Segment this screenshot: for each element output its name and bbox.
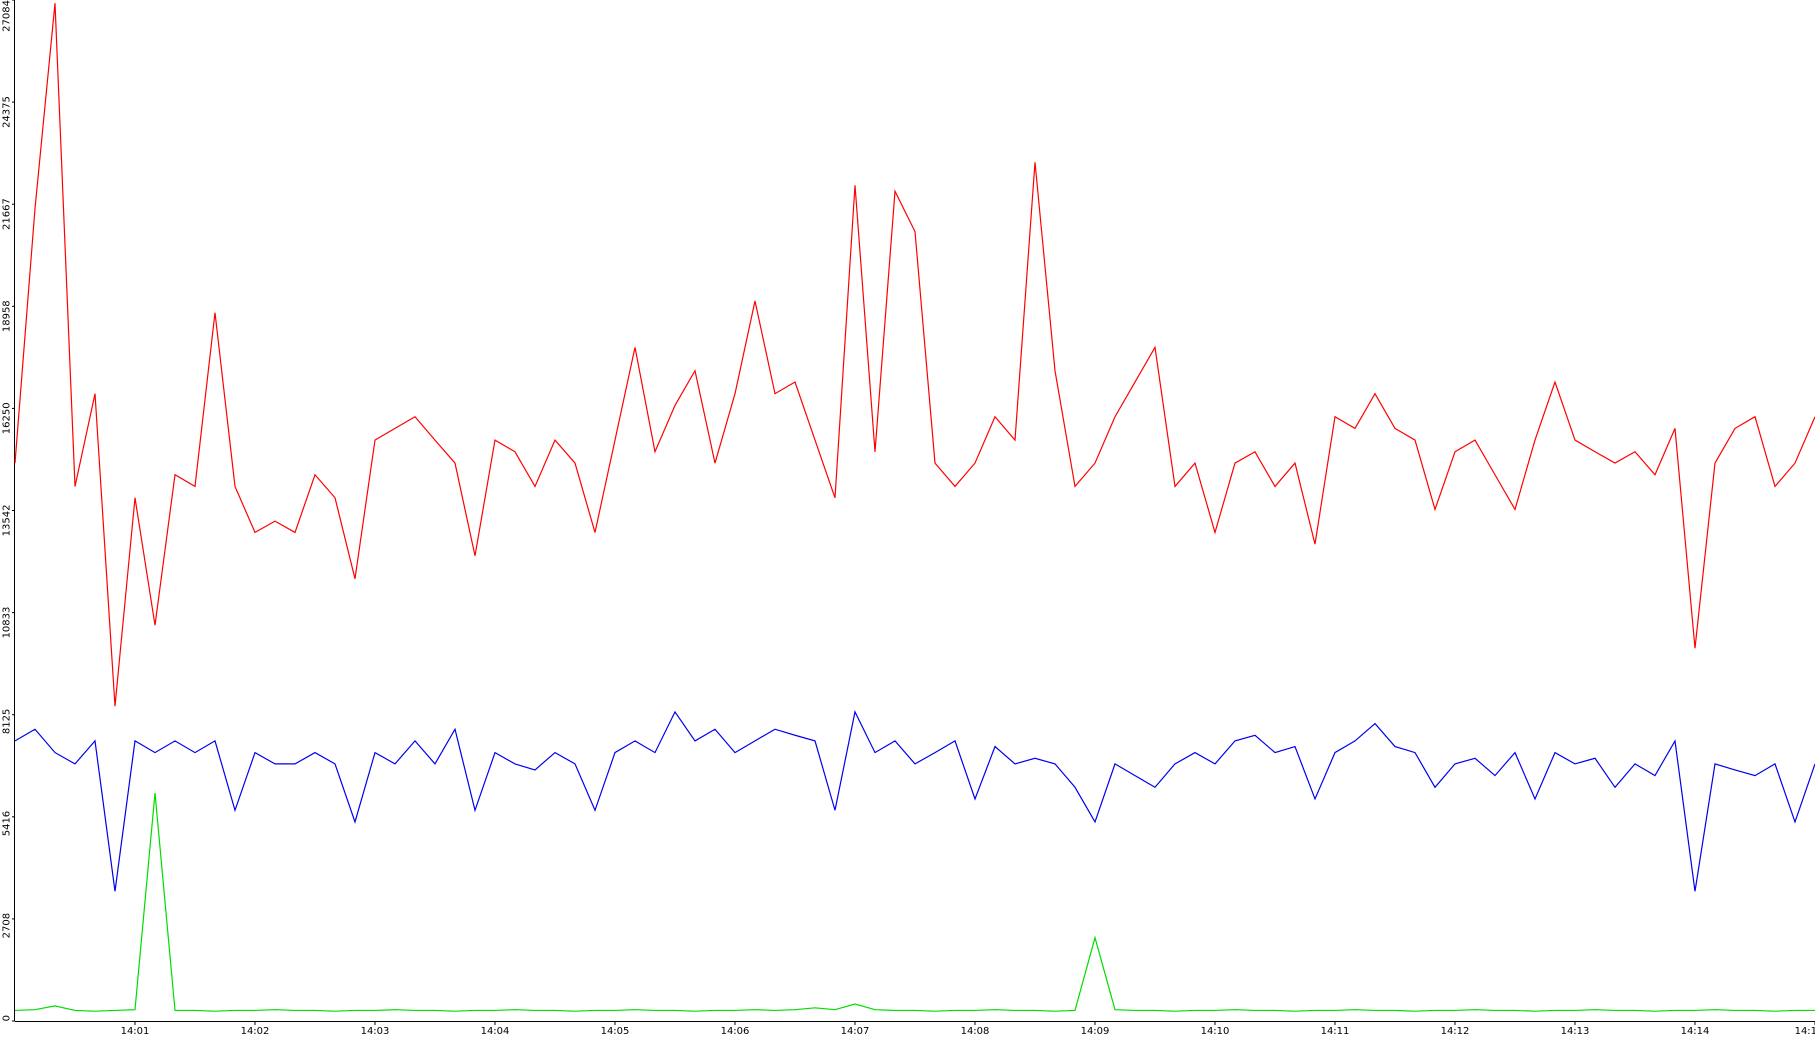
x-tick-label: 14:05 bbox=[601, 1026, 630, 1037]
y-tick-label: 10833 bbox=[1, 607, 12, 639]
x-tick-label: 14:06 bbox=[721, 1026, 750, 1037]
series-line bbox=[14, 792, 1815, 1012]
y-tick-label: 13542 bbox=[1, 505, 12, 537]
x-tick-label: 14:11 bbox=[1321, 1026, 1350, 1037]
series-line bbox=[14, 710, 1815, 892]
y-tick-label: 27084 bbox=[1, 0, 12, 32]
y-tick-label: 24375 bbox=[1, 96, 12, 128]
x-tick-label: 14:07 bbox=[841, 1026, 870, 1037]
x-tick-label: 14:15 bbox=[1795, 1026, 1815, 1037]
y-tick-label: 5416 bbox=[1, 811, 12, 836]
x-tick-label: 14:10 bbox=[1201, 1026, 1230, 1037]
x-tick-label: 14:14 bbox=[1681, 1026, 1710, 1037]
y-tick-label: 0 bbox=[1, 1015, 12, 1021]
x-tick-label: 14:13 bbox=[1561, 1026, 1590, 1037]
x-tick-label: 14:02 bbox=[241, 1026, 270, 1037]
x-tick-label: 14:09 bbox=[1081, 1026, 1110, 1037]
series-line bbox=[14, 3, 1815, 707]
x-tick-label: 14:08 bbox=[961, 1026, 990, 1037]
x-tick-label: 14:12 bbox=[1441, 1026, 1470, 1037]
y-tick-label: 16250 bbox=[1, 402, 12, 434]
y-tick-label: 2708 bbox=[1, 913, 12, 938]
y-tick-label: 8125 bbox=[1, 709, 12, 734]
x-tick-label: 14:03 bbox=[361, 1026, 390, 1037]
x-tick-label: 14:04 bbox=[481, 1026, 510, 1037]
y-tick-label: 21667 bbox=[1, 198, 12, 230]
x-tick-label: 14:01 bbox=[121, 1026, 150, 1037]
y-tick-label: 18958 bbox=[1, 300, 12, 332]
